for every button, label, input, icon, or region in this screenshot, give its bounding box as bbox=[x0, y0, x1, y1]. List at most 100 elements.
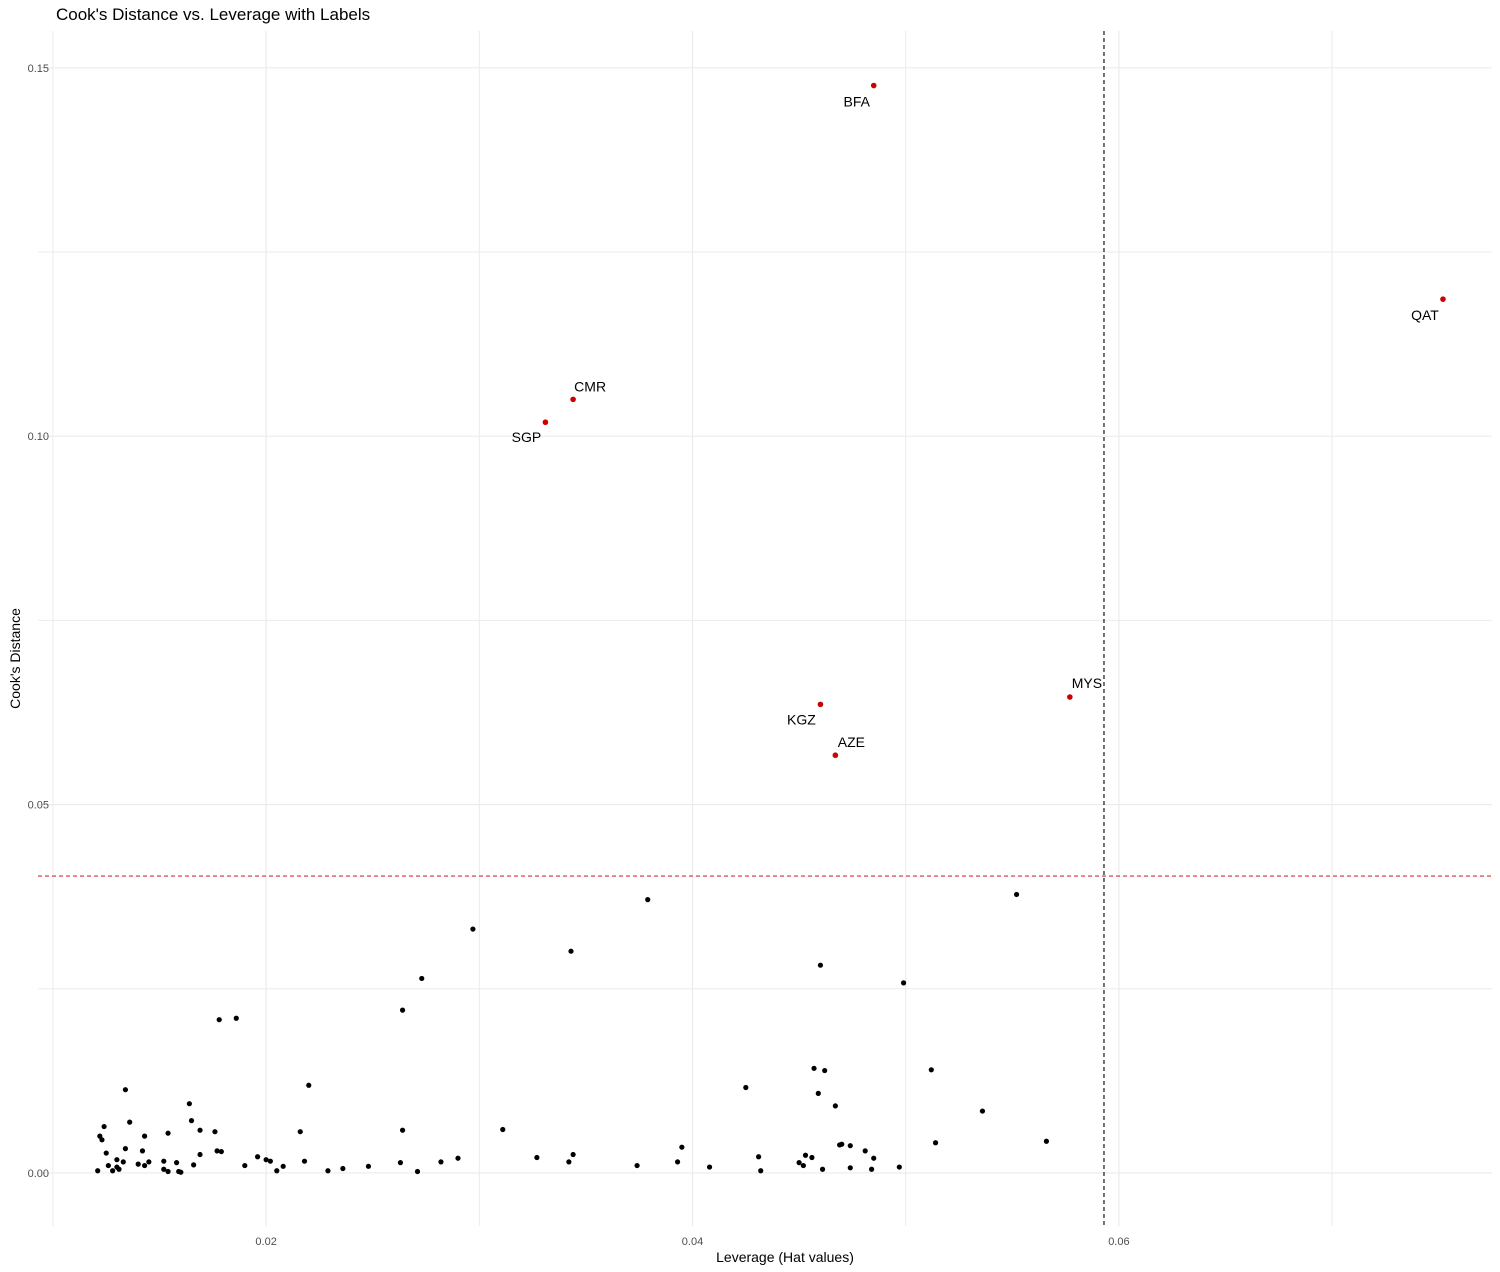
data-point bbox=[99, 1137, 105, 1143]
data-point bbox=[847, 1143, 853, 1149]
y-axis-title: Cook's Distance bbox=[7, 608, 23, 709]
point-label: QAT bbox=[1411, 307, 1439, 323]
data-point bbox=[500, 1126, 506, 1133]
data-point bbox=[173, 1160, 180, 1166]
data-point bbox=[186, 1101, 192, 1107]
data-point bbox=[197, 1127, 203, 1133]
data-point bbox=[534, 1154, 540, 1161]
data-point bbox=[95, 1168, 101, 1174]
point-labels-layer: BFA QAT CMR SGP MYS KGZ AZE bbox=[512, 94, 1440, 751]
data-point bbox=[254, 1154, 261, 1160]
data-point bbox=[120, 1159, 126, 1165]
data-point bbox=[928, 1067, 934, 1073]
y-tick-label: 0.00 bbox=[28, 1168, 49, 1180]
data-point bbox=[674, 1159, 681, 1165]
data-point bbox=[165, 1130, 171, 1136]
x-tick-label: 0.02 bbox=[255, 1236, 276, 1248]
data-point bbox=[233, 1015, 239, 1021]
influential-point bbox=[1067, 694, 1073, 700]
influential-point bbox=[542, 419, 549, 426]
data-point bbox=[414, 1168, 421, 1175]
data-point bbox=[896, 1164, 902, 1170]
data-point bbox=[397, 1160, 404, 1166]
y-tick-label: 0.15 bbox=[28, 63, 49, 75]
data-point bbox=[979, 1108, 986, 1114]
data-point bbox=[188, 1118, 195, 1124]
influential-point bbox=[832, 752, 839, 759]
data-point bbox=[815, 1090, 821, 1096]
points-layer bbox=[95, 82, 1446, 1175]
data-point bbox=[419, 975, 425, 982]
data-point bbox=[141, 1133, 148, 1139]
y-tick-label: 0.10 bbox=[28, 431, 49, 443]
data-point bbox=[871, 1155, 877, 1161]
data-point bbox=[301, 1158, 308, 1164]
data-point bbox=[242, 1162, 248, 1169]
data-point bbox=[105, 1162, 111, 1169]
data-point bbox=[399, 1127, 406, 1133]
influential-point bbox=[870, 82, 877, 89]
data-point bbox=[116, 1166, 122, 1172]
data-point bbox=[161, 1166, 167, 1172]
data-point bbox=[817, 962, 824, 968]
point-label: KGZ bbox=[787, 711, 816, 727]
data-point bbox=[847, 1165, 853, 1171]
data-point bbox=[811, 1065, 817, 1071]
data-point bbox=[165, 1168, 171, 1175]
data-point bbox=[139, 1148, 146, 1154]
x-axis-title: Leverage (Hat values) bbox=[716, 1249, 854, 1265]
data-point bbox=[103, 1150, 109, 1156]
data-point bbox=[743, 1084, 749, 1091]
point-label: CMR bbox=[574, 378, 606, 394]
data-point bbox=[438, 1159, 444, 1165]
data-point bbox=[679, 1144, 685, 1150]
data-point bbox=[756, 1154, 762, 1160]
data-point bbox=[809, 1154, 815, 1161]
data-point bbox=[280, 1163, 286, 1169]
data-point bbox=[101, 1123, 107, 1130]
data-point bbox=[297, 1129, 303, 1135]
data-point bbox=[800, 1162, 806, 1169]
tick-labels-layer: 0.02 0.04 0.06 0.00 0.05 0.10 0.15 bbox=[28, 63, 1130, 1248]
y-tick-label: 0.05 bbox=[28, 800, 49, 812]
data-point bbox=[197, 1151, 203, 1158]
data-point bbox=[862, 1148, 868, 1154]
data-point bbox=[645, 897, 651, 903]
data-point bbox=[212, 1129, 218, 1135]
reference-lines bbox=[38, 31, 1492, 1226]
data-point bbox=[306, 1082, 312, 1088]
data-point bbox=[399, 1007, 406, 1013]
influential-point bbox=[817, 701, 824, 708]
data-point bbox=[114, 1157, 120, 1163]
data-point bbox=[218, 1148, 224, 1155]
data-point bbox=[832, 1103, 838, 1109]
data-point bbox=[868, 1166, 875, 1172]
point-label: BFA bbox=[843, 94, 870, 110]
data-point bbox=[796, 1160, 802, 1166]
data-point bbox=[214, 1148, 220, 1154]
chart-title: Cook's Distance vs. Leverage with Labels bbox=[56, 5, 371, 24]
data-point bbox=[263, 1157, 269, 1163]
influential-point bbox=[1440, 296, 1446, 302]
data-point bbox=[570, 1151, 576, 1158]
grid-layer bbox=[38, 31, 1492, 1226]
data-point bbox=[216, 1017, 222, 1023]
data-point bbox=[274, 1168, 280, 1174]
data-point bbox=[819, 1166, 826, 1172]
data-point bbox=[900, 980, 907, 986]
x-tick-label: 0.04 bbox=[682, 1236, 703, 1248]
data-point bbox=[141, 1162, 148, 1169]
influential-point bbox=[570, 396, 576, 403]
data-point bbox=[455, 1155, 461, 1161]
data-point bbox=[110, 1168, 116, 1174]
data-point bbox=[1043, 1138, 1050, 1144]
data-point bbox=[325, 1168, 331, 1174]
data-point bbox=[802, 1152, 809, 1158]
data-point bbox=[470, 926, 476, 932]
point-label: AZE bbox=[838, 734, 865, 750]
data-point bbox=[568, 948, 574, 954]
data-point bbox=[634, 1162, 640, 1169]
data-point bbox=[758, 1168, 764, 1174]
data-point bbox=[1013, 891, 1020, 898]
